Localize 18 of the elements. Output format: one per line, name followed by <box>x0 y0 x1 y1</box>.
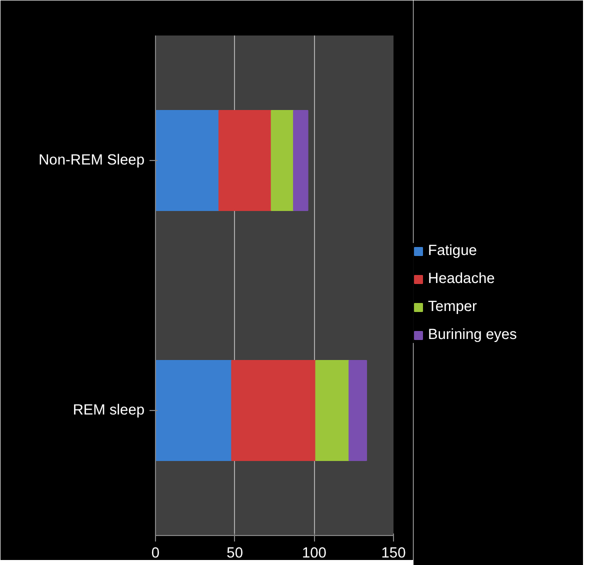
bar <box>293 110 308 211</box>
legend-label: Fatigue <box>428 242 477 258</box>
y-tick-label: REM sleep <box>72 402 145 418</box>
bar <box>156 110 220 211</box>
y-tick-label: Non-REM Sleep <box>38 152 145 168</box>
bar <box>231 360 316 461</box>
x-tick-label: 100 <box>302 546 326 562</box>
bar <box>270 110 294 211</box>
legend-label: Burining eyes <box>428 326 517 342</box>
bar <box>156 360 232 461</box>
x-tick-label: 150 <box>381 546 406 562</box>
x-tick-label: 0 <box>151 546 160 562</box>
legend-label: Temper <box>428 298 477 314</box>
bar <box>348 360 368 461</box>
bar <box>315 360 350 461</box>
bar <box>218 110 272 211</box>
legend-label: Headache <box>428 270 495 286</box>
x-tick-label: 50 <box>226 546 243 562</box>
